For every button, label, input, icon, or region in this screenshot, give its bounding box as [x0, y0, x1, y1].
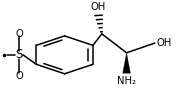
Text: OH: OH [91, 2, 106, 12]
Text: OH: OH [156, 38, 172, 48]
Text: O: O [15, 29, 23, 39]
Text: S: S [15, 48, 23, 61]
Text: O: O [15, 71, 23, 81]
Polygon shape [123, 53, 130, 73]
Text: NH₂: NH₂ [117, 76, 136, 86]
